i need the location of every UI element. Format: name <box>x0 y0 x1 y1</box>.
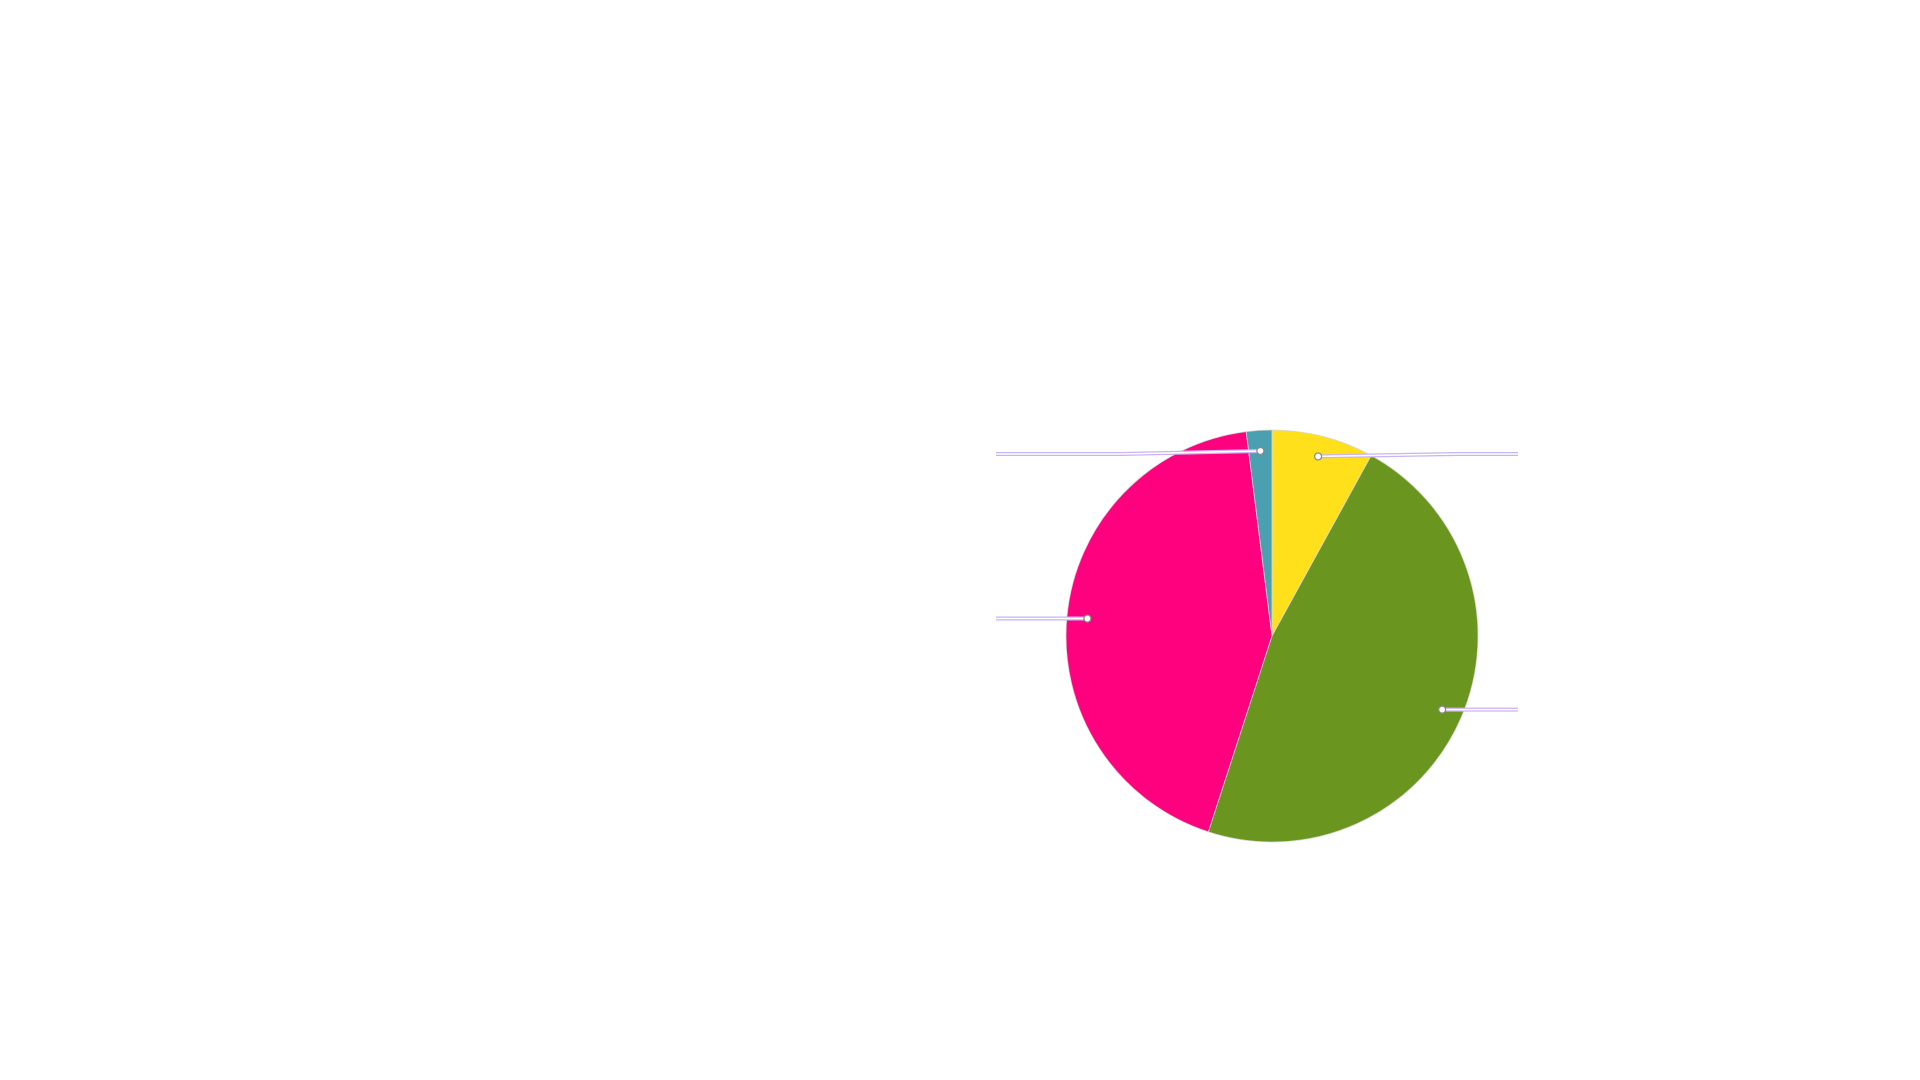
pie-slice <box>1207 454 1479 843</box>
leader-line <box>1318 453 1518 458</box>
leader-dot <box>1314 452 1323 461</box>
leader-dot <box>1083 614 1092 623</box>
leader-line <box>996 450 1261 455</box>
leader-dot <box>1256 446 1265 456</box>
leader-dot <box>1438 705 1447 714</box>
pie-slice <box>1245 429 1273 637</box>
